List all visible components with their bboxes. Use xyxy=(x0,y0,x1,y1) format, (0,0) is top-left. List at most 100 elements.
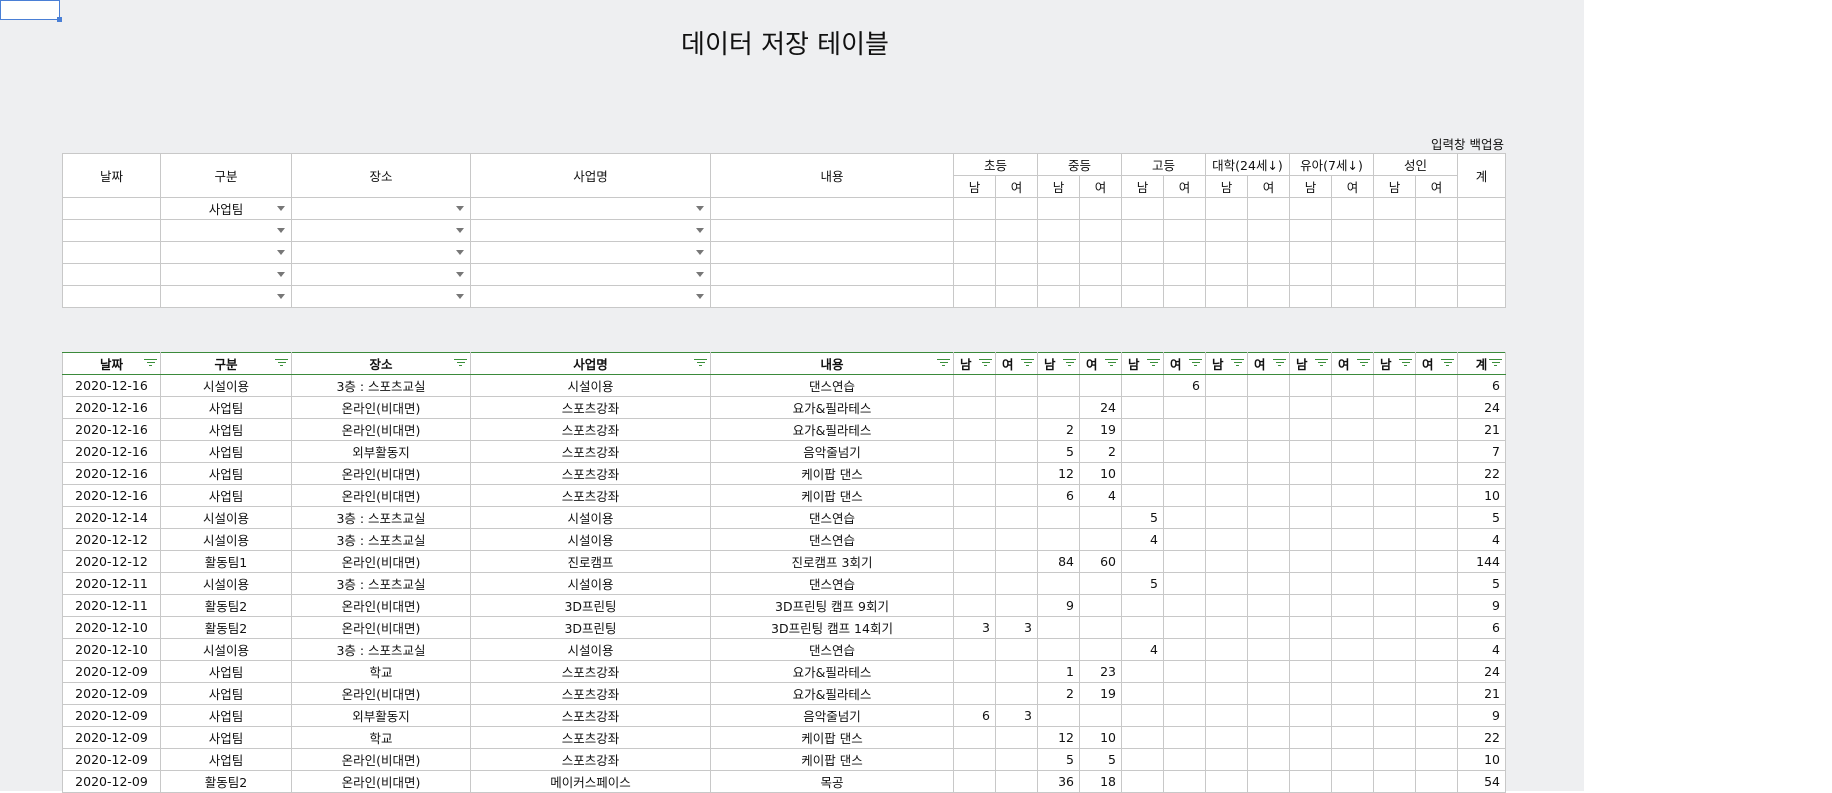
input-cell[interactable] xyxy=(953,241,996,264)
table-cell[interactable]: 사업팀 xyxy=(160,726,292,749)
table-cell[interactable]: 2020-12-16 xyxy=(62,462,161,485)
table-cell[interactable]: 온라인(비대면) xyxy=(291,550,471,573)
table-cell[interactable]: 10 xyxy=(1079,462,1122,485)
table-cell[interactable] xyxy=(1289,726,1332,749)
table-cell[interactable] xyxy=(1163,660,1206,683)
table-cell[interactable] xyxy=(1331,572,1374,595)
table-cell[interactable] xyxy=(1289,594,1332,617)
input-cell[interactable] xyxy=(1037,285,1080,308)
table-cell[interactable] xyxy=(1121,440,1164,463)
table-cell[interactable]: 5 xyxy=(1037,748,1080,771)
input-cell[interactable] xyxy=(1205,263,1248,286)
table-cell[interactable] xyxy=(1163,616,1206,639)
table-cell[interactable] xyxy=(1415,440,1458,463)
category-dropdown[interactable] xyxy=(160,263,292,286)
table-cell[interactable]: 9 xyxy=(1457,594,1506,617)
table-cell[interactable]: 5 xyxy=(1457,572,1506,595)
table-cell[interactable]: 시설이용 xyxy=(160,638,292,661)
table-cell[interactable] xyxy=(1121,726,1164,749)
table-cell[interactable]: 3층 : 스포츠교실 xyxy=(291,638,471,661)
input-cell[interactable] xyxy=(710,197,954,220)
table-cell[interactable] xyxy=(1079,638,1122,661)
table-cell[interactable] xyxy=(1247,682,1290,705)
table-cell[interactable] xyxy=(953,506,996,529)
input-cell[interactable] xyxy=(1415,219,1458,242)
table-cell[interactable] xyxy=(1121,748,1164,771)
table-cell[interactable]: 외부활동지 xyxy=(291,440,471,463)
table-cell[interactable]: 온라인(비대면) xyxy=(291,462,471,485)
table-cell[interactable] xyxy=(1163,726,1206,749)
table-cell[interactable]: 2020-12-09 xyxy=(62,770,161,793)
table-cell[interactable] xyxy=(1373,374,1416,397)
table-cell[interactable] xyxy=(1289,418,1332,441)
filter-icon[interactable] xyxy=(1357,359,1370,369)
table-cell[interactable]: 9 xyxy=(1457,704,1506,727)
input-cell[interactable] xyxy=(1205,241,1248,264)
table-cell[interactable]: 12 xyxy=(1037,462,1080,485)
input-cell[interactable] xyxy=(995,285,1038,308)
table-cell[interactable] xyxy=(1247,748,1290,771)
table-cell[interactable]: 6 xyxy=(1457,374,1506,397)
place-dropdown[interactable] xyxy=(291,197,471,220)
table-cell[interactable]: 10 xyxy=(1079,726,1122,749)
table-cell[interactable] xyxy=(1163,484,1206,507)
table-cell[interactable] xyxy=(1247,506,1290,529)
table-cell[interactable] xyxy=(1289,682,1332,705)
table-cell[interactable]: 사업팀 xyxy=(160,484,292,507)
table-cell[interactable]: 24 xyxy=(1457,660,1506,683)
table-cell[interactable] xyxy=(1163,528,1206,551)
table-cell[interactable]: 온라인(비대면) xyxy=(291,484,471,507)
table-cell[interactable] xyxy=(995,594,1038,617)
table-cell[interactable]: 2020-12-16 xyxy=(62,418,161,441)
table-cell[interactable]: 케이팝 댄스 xyxy=(710,462,954,485)
table-cell[interactable]: 시설이용 xyxy=(470,374,711,397)
table-cell[interactable]: 시설이용 xyxy=(470,638,711,661)
table-cell[interactable]: 24 xyxy=(1457,396,1506,419)
table-cell[interactable]: 2020-12-09 xyxy=(62,748,161,771)
fill-handle[interactable] xyxy=(57,17,62,22)
filter-icon[interactable] xyxy=(1489,359,1502,369)
input-cell[interactable] xyxy=(1289,285,1332,308)
table-cell[interactable] xyxy=(1289,638,1332,661)
filter-icon[interactable] xyxy=(1147,359,1160,369)
table-cell[interactable] xyxy=(995,528,1038,551)
table-cell[interactable] xyxy=(1163,572,1206,595)
dropdown-arrow-icon[interactable] xyxy=(696,228,704,233)
table-cell[interactable]: 스포츠강좌 xyxy=(470,682,711,705)
table-cell[interactable] xyxy=(1079,506,1122,529)
table-cell[interactable]: 요가&필라테스 xyxy=(710,660,954,683)
table-cell[interactable] xyxy=(1205,396,1248,419)
column-header[interactable]: 여 xyxy=(1331,352,1374,375)
table-cell[interactable] xyxy=(995,462,1038,485)
table-cell[interactable] xyxy=(1415,704,1458,727)
input-cell[interactable] xyxy=(1037,197,1080,220)
table-cell[interactable] xyxy=(1373,660,1416,683)
filter-icon[interactable] xyxy=(1021,359,1034,369)
filter-icon[interactable] xyxy=(694,359,707,369)
table-cell[interactable] xyxy=(1373,550,1416,573)
table-cell[interactable]: 온라인(비대면) xyxy=(291,770,471,793)
table-cell[interactable]: 2 xyxy=(1079,440,1122,463)
table-cell[interactable]: 3층 : 스포츠교실 xyxy=(291,506,471,529)
filter-icon[interactable] xyxy=(454,359,467,369)
table-cell[interactable] xyxy=(1079,594,1122,617)
table-cell[interactable] xyxy=(1121,396,1164,419)
table-cell[interactable] xyxy=(1205,374,1248,397)
table-cell[interactable] xyxy=(1331,660,1374,683)
category-dropdown[interactable]: 사업팀 xyxy=(160,197,292,220)
table-cell[interactable] xyxy=(1037,396,1080,419)
table-cell[interactable] xyxy=(953,770,996,793)
table-cell[interactable] xyxy=(1205,770,1248,793)
input-cell[interactable] xyxy=(1457,197,1506,220)
input-cell[interactable] xyxy=(1121,285,1164,308)
input-cell[interactable] xyxy=(710,263,954,286)
input-cell[interactable] xyxy=(1331,197,1374,220)
table-cell[interactable]: 18 xyxy=(1079,770,1122,793)
input-cell[interactable] xyxy=(1373,263,1416,286)
dropdown-arrow-icon[interactable] xyxy=(696,206,704,211)
table-cell[interactable]: 2020-12-09 xyxy=(62,682,161,705)
input-cell[interactable] xyxy=(1457,285,1506,308)
input-cell[interactable] xyxy=(1121,219,1164,242)
table-cell[interactable] xyxy=(1415,638,1458,661)
table-cell[interactable] xyxy=(995,484,1038,507)
